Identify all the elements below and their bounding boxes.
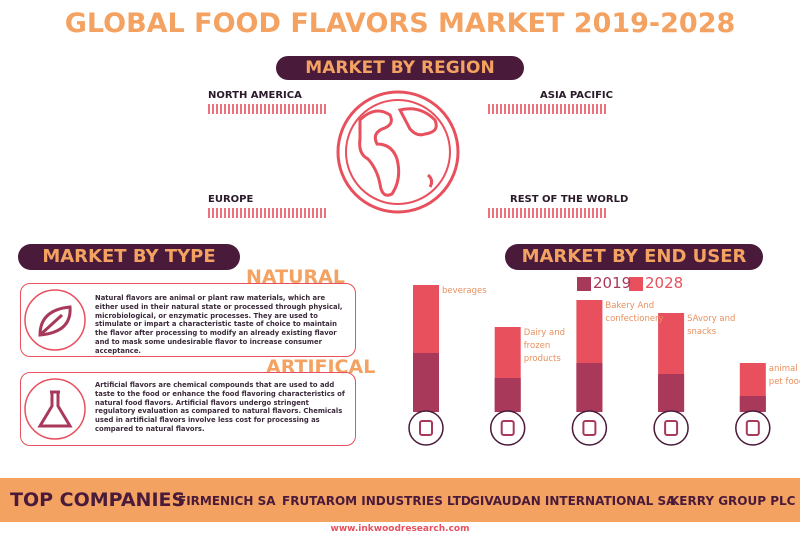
- company: FIRMENICH SA: [178, 494, 276, 508]
- region-stripe: [208, 104, 328, 114]
- region-stripe: [488, 208, 608, 218]
- type-box: [20, 283, 356, 357]
- category-icon: [571, 410, 608, 446]
- legend-swatch: [629, 277, 643, 291]
- flask-icon: [24, 378, 86, 440]
- region-stripe: [208, 208, 328, 218]
- icon-glyph: [582, 420, 597, 436]
- legend-swatch: [577, 277, 591, 291]
- bar: [413, 353, 439, 412]
- region-label: REST OF THE WORLD: [510, 194, 629, 205]
- globe: [336, 90, 460, 214]
- company: KERRY GROUP PLC: [670, 494, 796, 508]
- type-name: NATURAL: [246, 266, 345, 288]
- company: GIVAUDAN INTERNATIONAL SA: [470, 494, 676, 508]
- category-label: Bakery And confectionery: [605, 301, 664, 324]
- type-box: [20, 372, 356, 446]
- type-heading: MARKET BY TYPE: [18, 244, 240, 270]
- icon-glyph: [664, 420, 679, 436]
- category-label: animal and pet food: [768, 364, 800, 387]
- companies-band: [0, 478, 800, 522]
- region-label: ASIA PACIFIC: [540, 90, 613, 101]
- category-icon: [653, 410, 689, 446]
- legend-label: 2019: [593, 274, 632, 292]
- type-text: Natural flavors are animal or plant raw …: [95, 294, 343, 355]
- icon-glyph: [745, 420, 760, 436]
- category-label: beverages: [442, 286, 487, 296]
- region-stripe: [488, 104, 608, 114]
- leaf-icon: [24, 289, 86, 351]
- bar: [658, 374, 685, 412]
- region-label: EUROPE: [208, 194, 254, 205]
- bar: [739, 396, 766, 412]
- category-label: SAvory and snacks: [687, 314, 736, 337]
- category-icon: [735, 410, 771, 446]
- icon-glyph: [500, 420, 515, 436]
- category-label: Dairy and frozen products: [523, 328, 566, 364]
- footer: www.inkwoodresearch.com: [330, 524, 470, 534]
- category-icon: [408, 410, 444, 446]
- end-user-heading: MARKET BY END USER: [505, 244, 763, 270]
- bar: [494, 378, 521, 412]
- icon-glyph: [419, 420, 433, 436]
- legend-label: 2028: [645, 274, 684, 292]
- companies-heading: TOP COMPANIES: [10, 489, 186, 511]
- region-label: NORTH AMERICA: [208, 90, 302, 101]
- bar: [576, 363, 603, 412]
- company: FRUTAROM INDUSTRIES LTD: [282, 494, 471, 508]
- region-heading: MARKET BY REGION: [276, 56, 524, 80]
- title: GLOBAL FOOD FLAVORS MARKET 2019-2028: [64, 8, 736, 39]
- type-text: Artificial flavors are chemical compound…: [95, 381, 345, 434]
- category-icon: [489, 410, 526, 446]
- end-user-chart: [408, 277, 771, 446]
